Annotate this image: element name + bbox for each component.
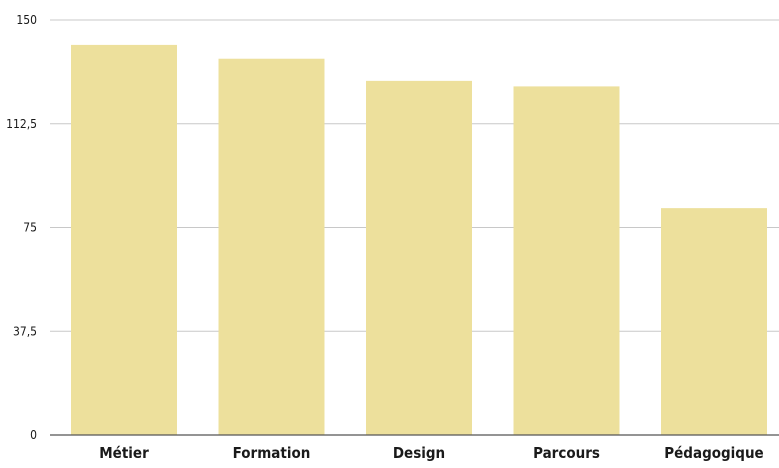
y-tick-label: 150 [16, 13, 37, 27]
x-category-label: Métier [99, 444, 149, 462]
x-axis-category-labels: Métier Formation Design Parcours Pédagogique [99, 444, 763, 462]
x-category-label: Formation [233, 444, 311, 462]
x-category-label: Parcours [533, 444, 600, 462]
y-tick-label: 0 [30, 428, 37, 442]
bar-series [71, 44, 767, 436]
bar-parcours [513, 86, 620, 436]
bar-design [366, 80, 472, 435]
y-tick-label: 37,5 [13, 324, 37, 338]
y-tick-label: 112,5 [6, 117, 37, 131]
bar-metier [71, 44, 177, 436]
x-category-label: Design [393, 444, 445, 462]
bar-formation [218, 58, 325, 435]
y-tick-label: 75 [23, 221, 37, 235]
bar-pedagogique [661, 208, 767, 435]
y-axis-tick-labels: 0 37,5 75 112,5 150 [6, 13, 37, 442]
x-category-label: Pédagogique [664, 444, 763, 462]
